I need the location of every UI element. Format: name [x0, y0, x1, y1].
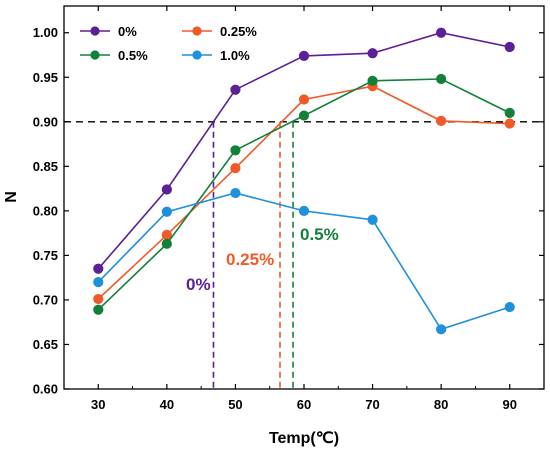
y-tick-label: 0.60 [33, 382, 58, 397]
data-point [298, 50, 310, 61]
x-tick-label: 80 [434, 397, 448, 412]
data-point [230, 187, 241, 199]
data-point [504, 118, 515, 129]
x-tick-label: 90 [502, 397, 516, 412]
data-point [93, 263, 104, 274]
crossing-annotation: 0% [186, 275, 211, 294]
data-point [93, 293, 104, 305]
legend-marker [90, 26, 100, 36]
y-tick-label: 0.70 [33, 292, 58, 307]
y-tick-label: 0.85 [33, 159, 58, 174]
data-point [436, 324, 447, 335]
legend-label: 0.25% [220, 24, 257, 39]
y-tick-label: 0.95 [33, 70, 58, 85]
series-1 [93, 81, 515, 305]
series-2 [93, 73, 515, 315]
crossing-annotation: 0.25% [226, 250, 274, 269]
x-tick-label: 70 [365, 397, 379, 412]
x-tick-label: 30 [91, 397, 105, 412]
data-point [436, 73, 447, 85]
data-point [504, 107, 515, 118]
plot-frame [63, 5, 545, 390]
series-3 [93, 187, 515, 335]
legend-item: 0.25% [182, 24, 257, 39]
data-point [298, 110, 310, 121]
legend-label: 0.5% [118, 48, 148, 63]
data-point [298, 94, 310, 105]
x-tick-label: 60 [297, 397, 311, 412]
data-point [161, 206, 172, 217]
data-point [367, 214, 378, 225]
axes: 30 40 50 60 70 80 90 0.60 0.65 0.70 0.75 0.80 0.85 0.… [33, 6, 544, 412]
legend: 0% 0.25% 0.5% 1.0% [80, 24, 257, 63]
data-point [161, 184, 172, 195]
data-point [230, 163, 241, 174]
crossing-annotation: 0.5% [300, 225, 339, 244]
x-tick-label: 40 [160, 397, 174, 412]
series-layer [93, 27, 515, 335]
data-point [93, 304, 104, 315]
data-point [504, 301, 515, 313]
data-point [367, 48, 378, 59]
x-tick-label: 50 [228, 397, 242, 412]
data-point [298, 205, 310, 216]
legend-label: 0% [118, 24, 137, 39]
y-axis-title: N [3, 191, 20, 203]
legend-item: 1.0% [182, 48, 250, 63]
y-tick-label: 1.00 [33, 25, 58, 40]
data-point [93, 277, 104, 288]
legend-marker [192, 50, 202, 60]
annotations: 0% 0.25% 0.5% [186, 225, 339, 294]
legend-item: 0.5% [80, 48, 148, 63]
y-tick-label: 0.80 [33, 203, 58, 218]
y-tick-label: 0.75 [33, 248, 58, 263]
series-0 [93, 27, 515, 274]
data-point [367, 75, 378, 86]
y-tick-label: 0.90 [33, 114, 58, 129]
x-axis-title: Temp(℃) [269, 430, 339, 447]
data-point [230, 145, 241, 156]
data-point [504, 41, 515, 53]
y-tick-label: 0.65 [33, 337, 58, 352]
reference-lines [64, 121, 544, 389]
legend-marker [90, 50, 100, 60]
data-point [161, 238, 172, 249]
data-point [436, 115, 447, 127]
legend-marker [192, 26, 202, 36]
legend-label: 1.0% [220, 48, 250, 63]
legend-item: 0% [80, 24, 137, 39]
data-point [230, 84, 241, 95]
data-point [436, 27, 447, 38]
